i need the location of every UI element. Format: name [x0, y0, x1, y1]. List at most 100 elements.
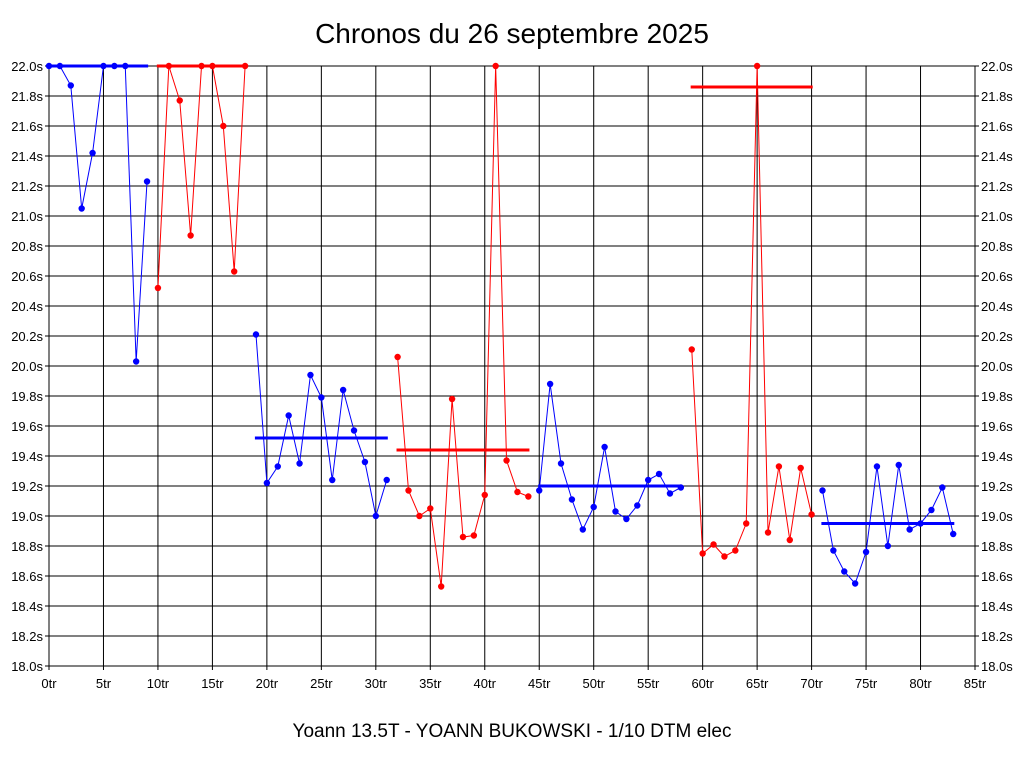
data-point: [895, 461, 902, 469]
data-point: [329, 476, 336, 484]
data-point: [786, 536, 793, 544]
x-tick-label: 60tr: [691, 676, 714, 691]
data-point: [546, 380, 554, 388]
data-point: [873, 463, 881, 470]
average-lines: [47, 64, 955, 525]
data-point: [143, 178, 151, 185]
y-tick-label-left: 22.0s: [11, 59, 43, 74]
data-point: [416, 512, 423, 520]
data-point: [67, 82, 74, 89]
x-tick-label: 65tr: [746, 676, 769, 691]
x-tick-label: 75tr: [855, 676, 878, 691]
data-point: [841, 568, 848, 575]
data-point: [764, 529, 772, 536]
data-point: [427, 505, 434, 512]
y-tick-label-left: 19.0s: [11, 509, 43, 524]
data-point: [753, 62, 761, 70]
data-point: [732, 547, 739, 554]
data-point: [612, 508, 619, 515]
data-point: [78, 205, 85, 212]
data-point: [775, 463, 783, 470]
data-point: [503, 457, 510, 464]
y-tick-label-right: 19.0s: [981, 509, 1013, 524]
data-point: [699, 550, 706, 557]
data-point: [448, 395, 456, 403]
data-point: [318, 394, 325, 401]
data-point: [884, 542, 892, 550]
data-point: [862, 548, 870, 556]
data-point: [601, 443, 608, 451]
y-tick-label-right: 21.6s: [981, 119, 1013, 134]
y-tick-label-left: 21.6s: [11, 119, 43, 134]
x-tick-label: 80tr: [909, 676, 932, 691]
data-point: [405, 487, 412, 494]
y-tick-label-right: 20.2s: [981, 329, 1013, 344]
y-tick-label-left: 20.4s: [11, 299, 43, 314]
y-tick-label-left: 18.0s: [11, 659, 43, 674]
data-point: [252, 331, 260, 338]
data-point: [307, 371, 314, 379]
data-point: [296, 460, 303, 467]
x-tick-label: 30tr: [365, 676, 388, 691]
y-tick-label-right: 18.6s: [981, 569, 1013, 584]
data-point: [470, 532, 478, 539]
y-tick-label-left: 20.8s: [11, 239, 43, 254]
chart-footer: Yoann 13.5T - YOANN BUKOWSKI - 1/10 DTM …: [292, 721, 732, 742]
data-point: [644, 476, 652, 484]
y-tick-label-right: 19.8s: [981, 389, 1013, 404]
y-tick-label-right: 18.0s: [981, 659, 1013, 674]
y-tick-label-left: 19.2s: [11, 479, 43, 494]
data-point: [394, 353, 401, 361]
x-tick-label: 35tr: [419, 676, 442, 691]
series-line: [691, 65, 813, 558]
data-point: [89, 149, 96, 157]
y-tick-label-left: 21.0s: [11, 209, 43, 224]
y-tick-label-right: 19.6s: [981, 419, 1013, 434]
data-point: [383, 476, 390, 484]
data-point: [655, 470, 663, 478]
data-point: [579, 526, 587, 533]
x-tick-label: 50tr: [583, 676, 606, 691]
y-tick-label-right: 18.8s: [981, 539, 1013, 554]
series-layer: [45, 62, 957, 590]
x-tick-label: 45tr: [528, 676, 551, 691]
data-point: [514, 488, 521, 496]
data-point: [590, 503, 597, 511]
data-point: [797, 464, 804, 472]
x-tick-label: 85tr: [964, 676, 987, 691]
y-tick-label-left: 19.8s: [11, 389, 43, 404]
x-tick-label: 70tr: [800, 676, 823, 691]
y-tick-label-left: 21.4s: [11, 149, 43, 164]
y-tick-label-right: 20.0s: [981, 359, 1013, 374]
y-tick-label-right: 21.8s: [981, 89, 1013, 104]
y-tick-label-left: 18.2s: [11, 629, 43, 644]
data-point: [263, 479, 271, 487]
data-point: [557, 460, 565, 467]
data-point: [808, 511, 815, 518]
y-tick-label-left: 21.8s: [11, 89, 43, 104]
data-point: [906, 526, 913, 533]
series-line: [538, 383, 682, 531]
y-tick-label-left: 19.6s: [11, 419, 43, 434]
y-tick-label-left: 18.4s: [11, 599, 43, 614]
y-tick-label-right: 21.4s: [981, 149, 1013, 164]
data-point: [481, 491, 488, 499]
data-point: [154, 284, 162, 292]
data-point: [274, 463, 281, 470]
data-point: [350, 427, 358, 434]
x-tick-label: 0tr: [41, 676, 57, 691]
data-point: [688, 346, 695, 353]
y-tick-label-right: 18.2s: [981, 629, 1013, 644]
y-tick-label-right: 21.2s: [981, 179, 1013, 194]
data-point: [710, 541, 717, 548]
series-line: [397, 65, 529, 587]
x-tick-label: 10tr: [147, 676, 170, 691]
x-tick-label: 40tr: [474, 676, 497, 691]
grid-layer: [45, 65, 979, 670]
data-point: [928, 506, 935, 514]
y-tick-label-right: 21.0s: [981, 209, 1013, 224]
y-tick-label-right: 20.4s: [981, 299, 1013, 314]
data-point: [285, 412, 292, 419]
y-tick-label-right: 19.2s: [981, 479, 1013, 494]
